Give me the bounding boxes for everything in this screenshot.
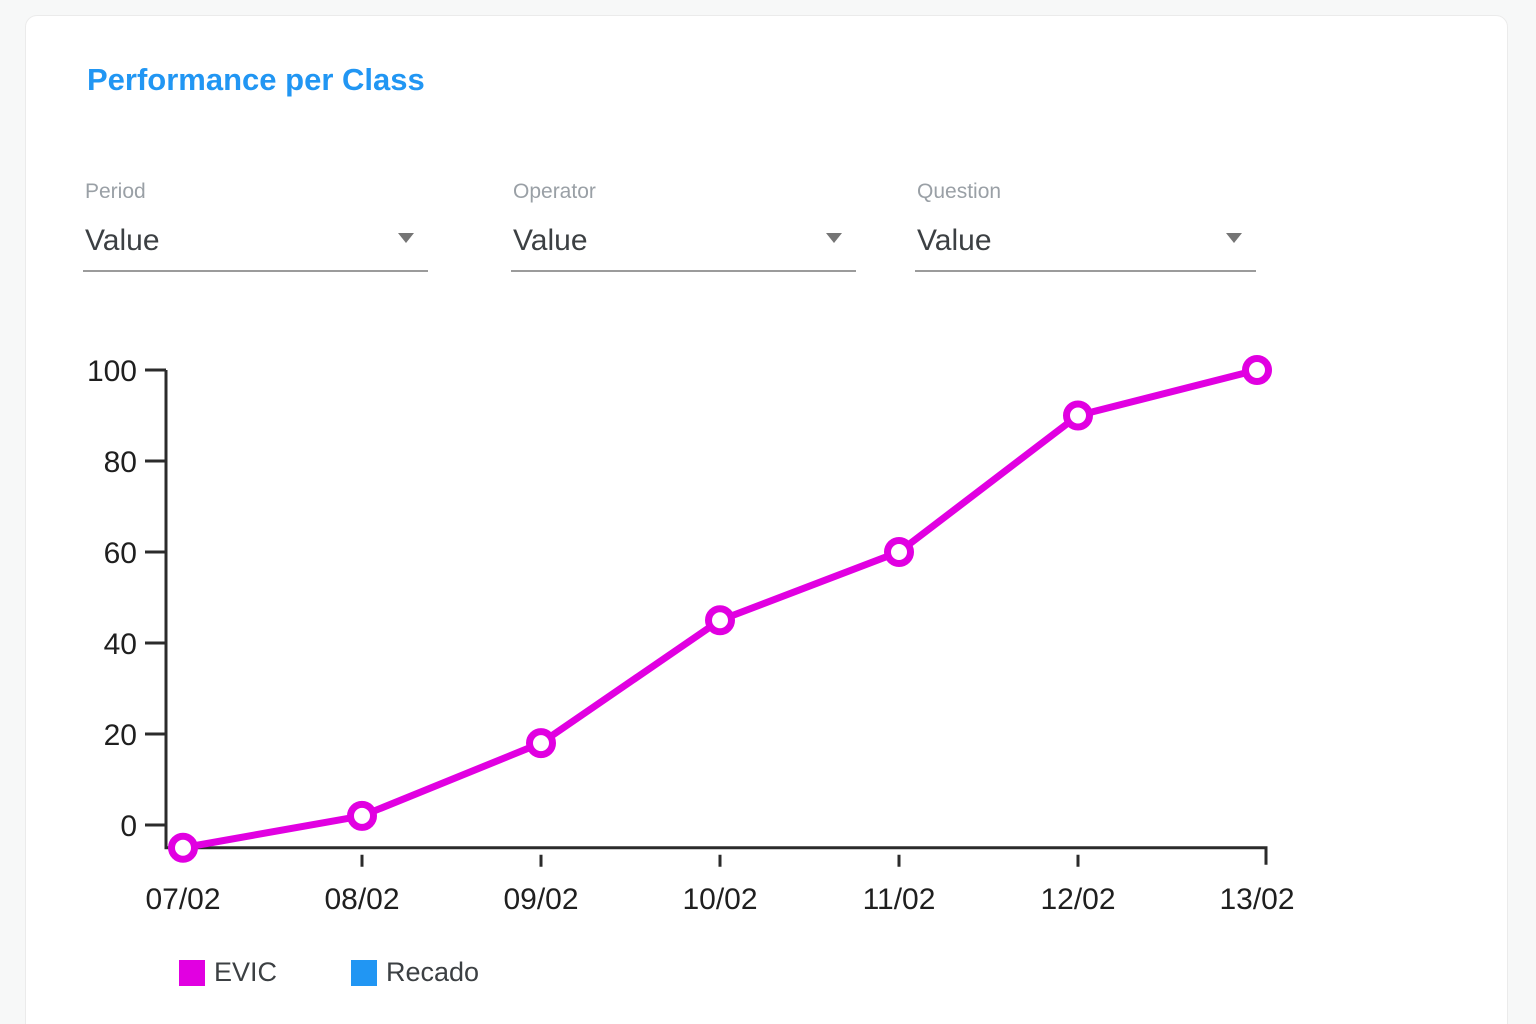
- question-select-label: Question: [917, 180, 1002, 203]
- chevron-down-icon: [826, 233, 842, 243]
- question-select[interactable]: Question Value: [915, 180, 1256, 272]
- operator-select[interactable]: Operator Value: [511, 180, 856, 272]
- svg-text:09/02: 09/02: [503, 883, 578, 916]
- svg-text:08/02: 08/02: [324, 883, 399, 916]
- svg-text:0: 0: [120, 810, 137, 843]
- svg-text:10/02: 10/02: [682, 883, 757, 916]
- question-select-value: Value: [917, 224, 992, 257]
- chevron-down-icon: [398, 233, 414, 243]
- svg-text:20: 20: [104, 719, 137, 752]
- chevron-down-icon: [1226, 233, 1242, 243]
- page-title: Performance per Class: [87, 62, 425, 97]
- operator-select-value: Value: [513, 224, 588, 257]
- svg-text:12/02: 12/02: [1040, 883, 1115, 916]
- legend-item-evic[interactable]: EVIC: [179, 959, 277, 986]
- legend-label-recado: Recado: [386, 957, 480, 987]
- operator-select-label: Operator: [513, 180, 596, 203]
- legend-item-recado[interactable]: Recado: [351, 959, 479, 986]
- svg-text:13/02: 13/02: [1219, 883, 1294, 916]
- performance-card: Performance per Class Period Value Opera…: [25, 15, 1508, 1024]
- svg-text:100: 100: [87, 355, 137, 388]
- svg-text:40: 40: [104, 628, 137, 661]
- period-select-value: Value: [85, 224, 160, 257]
- legend-swatch-recado: [351, 959, 377, 986]
- performance-chart: 0 20 40 60 80 100 07/02 08/02 09/02 10/02 11/02 12/…: [87, 355, 1295, 916]
- svg-text:60: 60: [104, 537, 137, 570]
- svg-text:11/02: 11/02: [863, 883, 936, 916]
- svg-text:80: 80: [104, 446, 137, 479]
- period-select[interactable]: Period Value: [83, 180, 428, 272]
- svg-text:07/02: 07/02: [145, 883, 220, 916]
- legend-label-evic: EVIC: [214, 957, 278, 987]
- legend-swatch-evic: [179, 959, 205, 986]
- period-select-label: Period: [85, 180, 146, 203]
